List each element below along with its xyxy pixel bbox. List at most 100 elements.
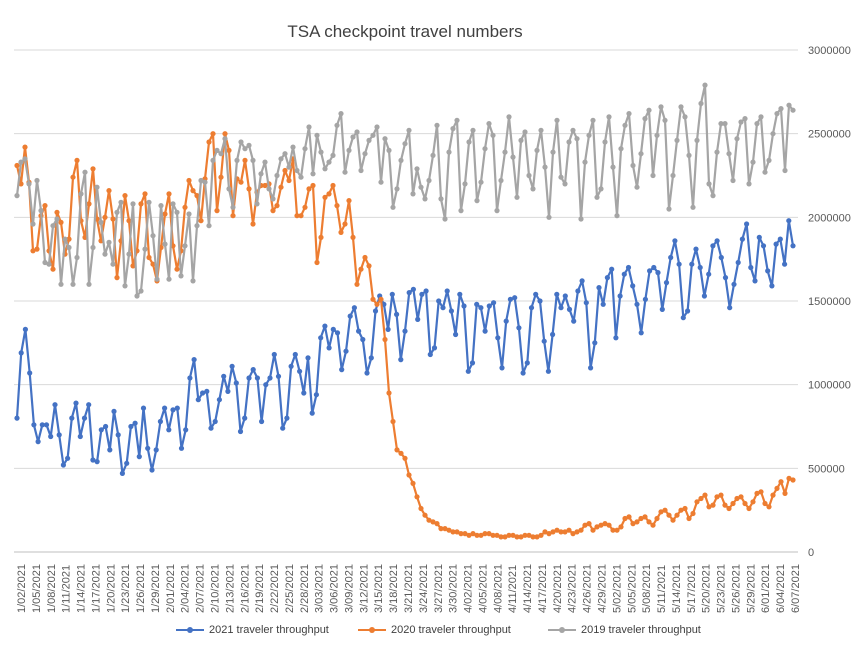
data-point — [102, 251, 108, 257]
data-point — [306, 186, 312, 192]
legend-label: 2021 traveler throughput — [209, 624, 329, 636]
data-point — [448, 308, 454, 314]
data-point — [734, 495, 740, 502]
data-point — [98, 427, 104, 433]
data-point — [444, 288, 450, 294]
data-point — [486, 121, 492, 127]
data-point — [658, 104, 664, 110]
data-point — [38, 208, 44, 214]
data-point — [638, 515, 644, 522]
data-point — [130, 201, 136, 207]
data-point — [200, 390, 206, 396]
data-point — [226, 186, 232, 192]
data-point — [366, 137, 372, 143]
data-point — [389, 291, 395, 297]
data-point — [454, 117, 460, 123]
data-point — [54, 216, 60, 222]
data-point — [646, 107, 652, 113]
data-point — [442, 216, 448, 222]
data-point — [510, 154, 516, 160]
data-point — [545, 368, 552, 374]
data-point — [680, 315, 686, 321]
data-point — [470, 531, 476, 537]
data-point — [250, 157, 256, 163]
data-point — [582, 522, 588, 528]
data-point — [22, 144, 28, 150]
data-point — [306, 124, 312, 130]
data-point — [422, 512, 428, 518]
data-point — [706, 271, 712, 277]
data-point — [382, 336, 388, 343]
data-point — [668, 254, 674, 261]
data-point — [78, 191, 84, 197]
data-point — [450, 126, 456, 132]
data-point — [70, 281, 76, 287]
data-point — [146, 199, 152, 205]
data-point — [758, 489, 764, 495]
data-point — [423, 288, 429, 294]
data-point — [534, 534, 540, 540]
data-point — [528, 305, 535, 311]
data-point — [298, 213, 304, 219]
data-point — [134, 293, 140, 299]
x-tick-label: 5/02/2021 — [611, 564, 623, 613]
x-tick-label: 2/13/2021 — [224, 564, 236, 613]
x-tick-label: 2/01/2021 — [165, 564, 177, 613]
data-point — [442, 526, 448, 532]
data-point — [62, 236, 68, 242]
data-point — [506, 532, 512, 538]
data-point — [634, 184, 640, 190]
data-point — [630, 162, 636, 169]
data-point — [194, 193, 200, 199]
data-point — [48, 433, 54, 440]
data-point — [190, 278, 196, 284]
data-point — [534, 147, 540, 153]
data-point — [469, 360, 476, 366]
data-point — [350, 234, 356, 240]
data-point — [86, 281, 92, 287]
data-point — [498, 177, 504, 184]
data-point — [294, 213, 300, 219]
data-point — [242, 146, 248, 152]
data-point — [748, 264, 754, 271]
data-point — [318, 335, 324, 341]
data-point — [346, 147, 352, 153]
data-point — [370, 132, 376, 138]
data-point — [206, 139, 212, 145]
data-point — [102, 214, 108, 220]
data-point — [507, 296, 513, 302]
data-point — [124, 460, 130, 466]
data-point — [254, 201, 260, 207]
data-point — [578, 527, 584, 533]
data-point — [130, 263, 136, 269]
data-point — [221, 373, 227, 379]
data-point — [578, 216, 584, 222]
legend-label: 2020 traveler throughput — [391, 624, 511, 636]
data-point — [370, 296, 376, 302]
data-point — [394, 311, 400, 317]
data-point — [462, 531, 468, 537]
data-point — [735, 259, 741, 266]
data-point — [326, 191, 332, 197]
data-point — [419, 291, 425, 297]
data-point — [233, 380, 239, 386]
data-point — [14, 415, 20, 421]
data-point — [290, 144, 296, 150]
data-point — [398, 450, 404, 456]
data-point — [689, 261, 695, 267]
x-tick-label: 1/23/2021 — [120, 564, 132, 613]
data-point — [271, 351, 277, 358]
data-point — [651, 264, 657, 271]
data-point — [682, 114, 688, 120]
data-point — [579, 278, 585, 284]
data-point — [606, 522, 612, 528]
data-point — [280, 425, 286, 431]
x-tick-label: 6/07/2021 — [790, 564, 802, 613]
x-tick-label: 6/01/2021 — [760, 564, 772, 613]
data-point — [374, 124, 380, 130]
data-point — [430, 519, 436, 525]
data-point — [162, 241, 168, 247]
data-point — [73, 400, 79, 406]
data-point — [14, 162, 20, 169]
data-point — [562, 293, 568, 299]
